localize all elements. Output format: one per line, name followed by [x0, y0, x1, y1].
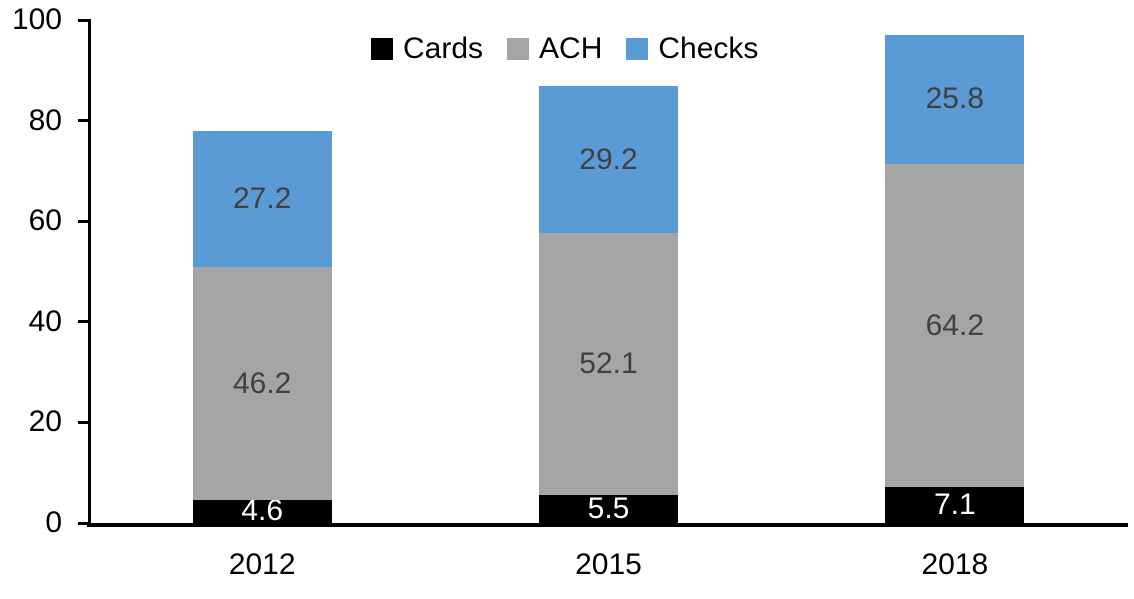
data-label-ach-2012: 46.2 [232, 366, 292, 400]
data-label-cards-2012: 4.6 [241, 494, 284, 528]
y-axis-tick-label: 20 [28, 405, 62, 439]
y-axis-tick [78, 521, 89, 525]
x-axis-label-2018: 2018 [921, 548, 989, 581]
data-label-cards-2015: 5.5 [587, 492, 630, 526]
legend-swatch-ach [507, 38, 530, 60]
bar-segment-checks-2018 [885, 34, 1025, 165]
bar-segment-cards-2018 [885, 487, 1025, 523]
legend-item-cards: Cards [371, 34, 483, 64]
legend-item-ach: ACH [507, 34, 602, 64]
legend-item-checks: Checks [626, 34, 758, 64]
y-axis-tick-label: 100 [11, 3, 62, 36]
bar-segment-checks-2015 [539, 86, 678, 234]
x-axis-label-2015: 2015 [575, 548, 642, 581]
bar-segment-ach-2018 [885, 164, 1025, 488]
x-axis-label-2012: 2012 [228, 548, 296, 581]
y-axis-tick [78, 119, 89, 123]
y-axis-tick-label: 60 [28, 204, 62, 238]
y-axis-tick [78, 420, 89, 424]
bar-segment-ach-2012 [192, 267, 332, 500]
y-axis-tick-label: 0 [45, 506, 62, 539]
bar-segment-cards-2015 [539, 495, 678, 523]
legend-swatch-cards [371, 38, 393, 60]
y-axis-tick-label: 80 [28, 103, 62, 137]
y-axis-tick [78, 320, 89, 324]
y-axis-tick [78, 219, 89, 223]
bar-segment-cards-2012 [192, 499, 332, 523]
x-axis-line [87, 523, 1128, 527]
legend-label-checks: Checks [658, 32, 759, 65]
legend-label-ach: ACH [539, 32, 603, 65]
data-label-cards-2018: 7.1 [933, 488, 976, 522]
data-label-ach-2015: 52.1 [579, 347, 638, 381]
y-axis-line [88, 19, 91, 527]
bar-segment-checks-2012 [192, 130, 332, 268]
data-label-checks-2015: 29.2 [579, 142, 638, 176]
bar-segment-ach-2015 [539, 233, 678, 496]
data-label-checks-2018: 25.8 [925, 82, 985, 116]
data-label-checks-2012: 27.2 [232, 182, 292, 216]
legend-swatch-checks [626, 38, 649, 60]
chart-legend: Cards ACH Checks [371, 34, 758, 64]
data-label-ach-2018: 64.2 [925, 308, 985, 342]
y-axis-tick [78, 18, 89, 22]
y-axis-tick-label: 40 [28, 304, 62, 338]
legend-label-cards: Cards [403, 32, 484, 65]
